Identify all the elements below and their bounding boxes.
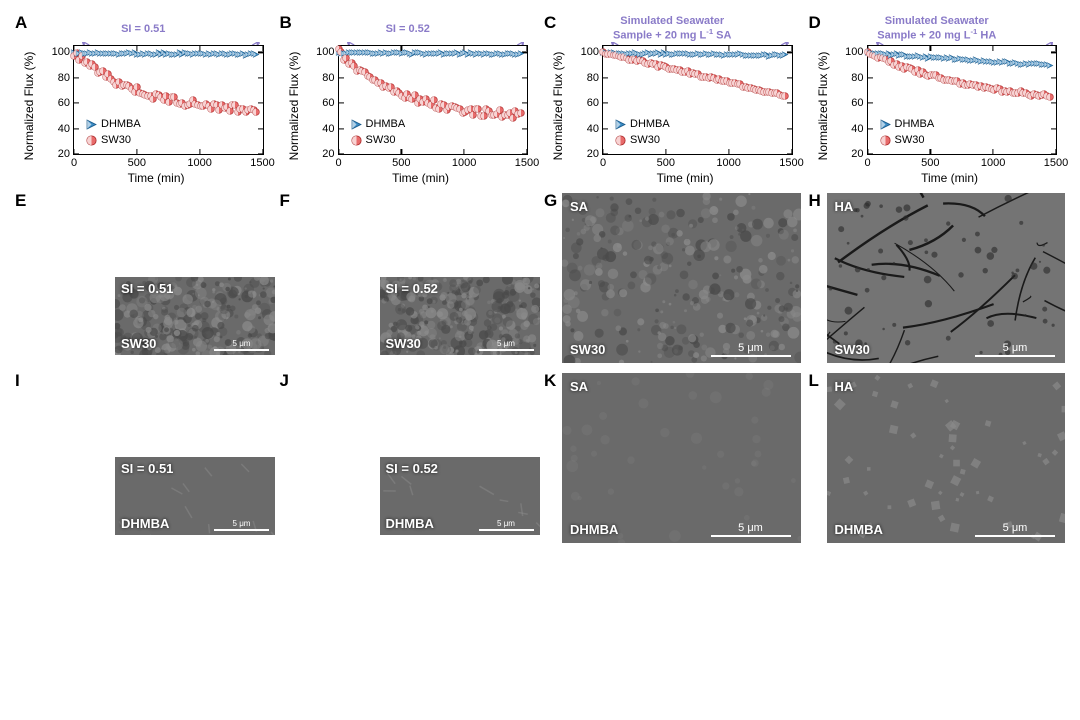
legend-sw30: SW30: [630, 133, 660, 148]
panel-J: J Na 5 μm Ca 5 μm Cl 5 μm S 5 μm SI = 0.…: [280, 373, 537, 543]
sem-image: SI = 0.51 DHMBA 5 μm: [115, 457, 275, 535]
legend: DHMBA SW30: [86, 117, 141, 148]
legend-dhmba: DHMBA: [366, 117, 406, 132]
panel-K: K SA DHMBA 5 μm: [544, 373, 801, 543]
legend: DHMBA SW30: [351, 117, 406, 148]
x-axis-label: Time (min): [657, 171, 714, 185]
y-axis-label: Normalized Flux (%): [551, 52, 565, 161]
legend: DHMBA SW30: [880, 117, 935, 148]
panel-label: F: [280, 191, 290, 211]
panel-label: H: [809, 191, 821, 211]
panel-H: H HA SW30 5 μm: [809, 193, 1066, 363]
sem-image: HA DHMBA 5 μm: [827, 373, 1066, 543]
x-axis-label: Time (min): [392, 171, 449, 185]
panel-B: B SI = 0.52 Normalized Flux (%) 20 40 60…: [280, 15, 537, 183]
legend-sw30: SW30: [366, 133, 396, 148]
panel-D: D Simulated SeawaterSample + 20 mg L-1 H…: [809, 15, 1066, 183]
sem-image: SI = 0.52 DHMBA 5 μm: [380, 457, 540, 535]
legend-sw30: SW30: [895, 133, 925, 148]
panel-label: C: [544, 13, 556, 33]
sw30-point: [781, 87, 789, 105]
sw30-point: [517, 104, 525, 122]
panel-F: F Na 5 μm Ca 5 μm Cl 5 μm S 5 μm SI = 0.…: [280, 193, 537, 363]
x-axis-label: Time (min): [128, 171, 185, 185]
legend-sw30: SW30: [101, 133, 131, 148]
legend-dhmba: DHMBA: [630, 117, 670, 132]
chart-title: SI = 0.52: [386, 23, 430, 36]
panel-label: L: [809, 371, 819, 391]
legend: DHMBA SW30: [615, 117, 670, 148]
panel-C: C Simulated SeawaterSample + 20 mg L-1 S…: [544, 15, 801, 183]
x-axis-label: Time (min): [921, 171, 978, 185]
plot-area: 20 40 60 80 100 0 500 1000 1500: [73, 45, 264, 155]
plot-area: 20 40 60 80 100 0 500 1000 1500: [867, 45, 1058, 155]
y-axis-label: Normalized Flux (%): [287, 52, 301, 161]
dhmba-point: [517, 44, 524, 62]
plot-area: 20 40 60 80 100 0 500 1000 1500: [602, 45, 793, 155]
y-axis-label: Normalized Flux (%): [816, 52, 830, 161]
legend-dhmba: DHMBA: [101, 117, 141, 132]
panel-E: E Na 5 μm Ca 5 μm Cl 5 μm S 5 μm SI = 0.…: [15, 193, 272, 363]
sem-image: HA SW30 5 μm: [827, 193, 1066, 363]
sw30-point: [252, 103, 260, 121]
panel-A: A SI = 0.51 Normalized Flux (%) 20 40 60…: [15, 15, 272, 183]
sw30-point: [1046, 88, 1054, 106]
panel-G: G SA SW30 5 μm: [544, 193, 801, 363]
dhmba-point: [782, 45, 789, 63]
panel-label: K: [544, 371, 556, 391]
dhmba-point: [253, 45, 260, 63]
chart-title: Simulated SeawaterSample + 20 mg L-1 SA: [613, 15, 731, 42]
panel-label: B: [280, 13, 292, 33]
sem-image: SI = 0.52 SW30 5 μm: [380, 277, 540, 355]
panel-label: A: [15, 13, 27, 33]
dhmba-point: [1046, 56, 1053, 74]
legend-dhmba: DHMBA: [895, 117, 935, 132]
panel-L: L HA DHMBA 5 μm: [809, 373, 1066, 543]
chart-title: Simulated SeawaterSample + 20 mg L-1 HA: [877, 15, 996, 42]
sem-image: SA SW30 5 μm: [562, 193, 801, 363]
panel-label: I: [15, 371, 20, 391]
chart-title: SI = 0.51: [121, 23, 165, 36]
sem-image: SA DHMBA 5 μm: [562, 373, 801, 543]
panel-I: I Na 5 μm Ca 5 μm Cl 5 μm S 5 μm SI = 0.…: [15, 373, 272, 543]
sem-image: SI = 0.51 SW30 5 μm: [115, 277, 275, 355]
panel-label: J: [280, 371, 289, 391]
panel-label: D: [809, 13, 821, 33]
plot-area: 20 40 60 80 100 0 500 1000 1500: [338, 45, 529, 155]
y-axis-label: Normalized Flux (%): [22, 52, 36, 161]
panel-label: E: [15, 191, 26, 211]
panel-label: G: [544, 191, 557, 211]
